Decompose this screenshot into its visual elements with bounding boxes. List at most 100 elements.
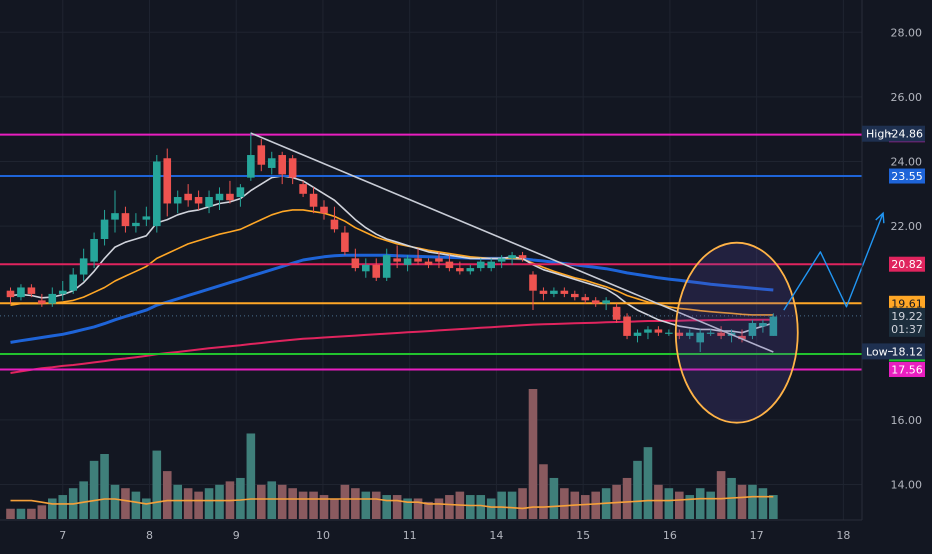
volume-bar [79,481,88,519]
ema-fast-line [10,175,774,334]
candle-body [142,216,151,220]
volume-bar [110,484,120,519]
volume-bar [183,488,193,519]
volume-bar [162,471,172,519]
candle-body [372,264,381,278]
candle-body [288,158,297,178]
candle-body [414,258,422,262]
projection-arrow-head [875,211,885,224]
volume-bar [675,491,684,519]
candle-body [529,274,537,291]
candle-body [27,287,36,294]
candle-body [759,322,767,327]
candle-body [38,300,46,304]
volume-bar [476,495,486,519]
high-marker-title: High [866,128,891,141]
y-tick-label: 14.00 [891,478,923,491]
volume-bar [371,491,381,519]
axes: 28.00 26.00 24.00 22.00 16.00 14.00 7 8 9 10 11 14 1… [59,26,922,542]
volume-bar [267,481,277,519]
volume-bar [633,460,642,519]
y-tick-label: 24.00 [891,155,923,168]
candle-body [665,332,673,334]
volume-bar [215,484,224,519]
volume-bar [737,484,747,519]
candle-body [111,213,119,220]
candle-body [435,258,443,262]
candle-body [132,222,140,227]
volume-bar [549,477,559,519]
volume-bar [131,491,141,519]
drawings [250,132,885,424]
volume-bar [413,498,423,519]
volume-bar [507,491,517,519]
ema-mid-line [10,209,774,316]
x-tick-label: 9 [233,529,240,542]
candle-body [236,187,245,198]
candle-body [17,287,25,298]
candle-body [612,306,621,320]
candle-body [173,197,182,204]
volume-bar [434,498,444,519]
volume-bar [37,505,47,519]
level-price-tag: 20.82 [889,256,925,272]
candle-body [476,261,485,269]
volume-bar [309,491,318,519]
volume-bar [758,488,768,519]
candle-body [403,258,412,265]
candle-body [738,335,746,340]
x-tick-label: 14 [489,529,503,542]
volume-bar [466,495,475,519]
volume-bar [142,498,151,519]
volume-bar [6,508,15,519]
volume-bar [518,488,527,519]
y-tick-label: 16.00 [891,414,923,427]
candle-body [6,290,15,298]
candle-body [550,290,558,294]
candle-body [706,332,715,334]
candle-body [90,239,98,262]
volume-bar [706,491,715,519]
candle-body [58,290,67,294]
x-tick-label: 11 [403,529,417,542]
candle-body [487,261,495,269]
volume-bar [351,488,360,519]
candle-body [278,155,286,175]
candle-body [445,261,454,269]
moving-averages [10,175,774,510]
candle-body [518,255,527,259]
candle-body [100,219,109,240]
volume-bar [539,464,548,519]
x-tick-label: 10 [316,529,330,542]
countdown-text: 01:37 [891,323,923,336]
candle-body [362,264,370,272]
candle-body [644,329,652,333]
volume-bar [392,495,402,519]
candle-body [299,184,307,194]
x-tick-label: 7 [59,529,66,542]
candle-body [69,274,77,291]
volume-bar [121,488,130,519]
ema-long-line [10,318,774,374]
candle-body [215,193,224,201]
volume-bar [16,508,26,519]
volume-bar [277,484,287,519]
volume-bar [236,477,245,519]
candle-body [247,155,255,178]
low-marker-price: 18.12 [892,345,924,358]
volume-ma-line [10,495,774,510]
candle-body [466,268,475,272]
volume-bar [152,450,162,519]
level-price-tag-text: 20.82 [891,258,923,271]
volume-bar [580,495,590,519]
candle-body [330,219,339,230]
volume-bar [424,501,433,519]
level-price-tag: 23.55 [889,168,925,184]
volume-bar [48,498,57,519]
candle-body [748,322,757,336]
candle-body [184,193,192,201]
low-marker: Low 18.12 [862,343,925,360]
